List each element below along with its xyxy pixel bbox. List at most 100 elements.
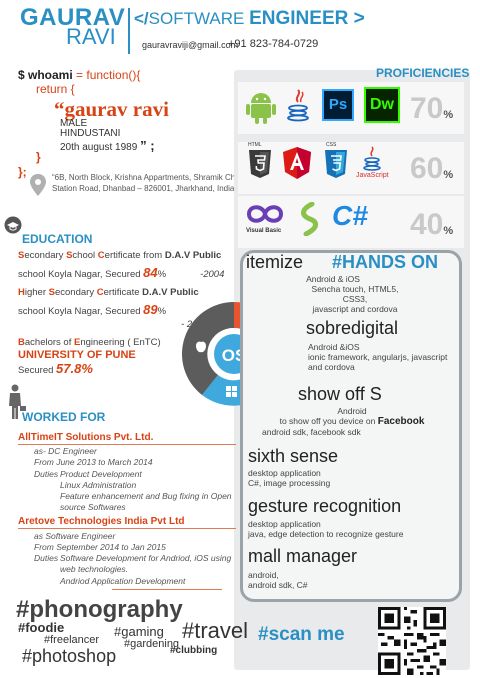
project-sixth-sense: sixth sense	[248, 446, 339, 466]
proficiencies-title: PROFICIENCIES	[376, 66, 470, 80]
cap-letter: C	[96, 287, 104, 298]
detail-line: C#, image processing	[248, 478, 331, 488]
education-item-3-score: Secured 57.8%	[18, 362, 218, 377]
businessman-icon	[9, 384, 26, 419]
code-line-1: $ whoami = function(){	[18, 68, 140, 82]
duties-label: Duties	[34, 553, 59, 563]
school-name: D.A.V Public	[142, 287, 199, 298]
project-showoff-details: Android to show off you device on Facebo…	[262, 406, 442, 437]
sencha-icon	[301, 202, 318, 236]
cap-letter: C	[97, 250, 105, 261]
detail-line: android,	[248, 570, 279, 580]
javascript-label: JavaScript	[356, 172, 389, 179]
code-eq: =	[72, 68, 87, 82]
proficiency-row-1: Ps Dw 70%	[238, 82, 464, 134]
job-title-software: SOFTWARE	[148, 9, 250, 28]
divider	[18, 528, 236, 529]
address: “6B, North Block, Krishna Appartments, S…	[52, 173, 252, 193]
duty-item: source Softwares	[60, 502, 126, 512]
score: 84	[143, 265, 158, 280]
hands-on-title: #HANDS ON	[332, 252, 439, 272]
text: school Koyla Nagar, Secured	[18, 269, 144, 280]
education-item-2-detail: school Koyla Nagar, Secured 89%	[18, 303, 238, 318]
csharp-icon: C#	[332, 200, 368, 231]
visual-basic-label: Visual Basic	[246, 228, 282, 234]
company-2-role: as Software Engineer	[34, 531, 116, 541]
email[interactable]: gauravraviji@gmail.com	[142, 40, 239, 50]
percent-sign: %	[443, 169, 454, 181]
cap-letter: S	[66, 250, 73, 261]
duty-item: Linux Administration	[60, 480, 137, 490]
angularjs-icon	[283, 147, 311, 179]
tag-phonography: #phonography	[16, 596, 183, 623]
javascript-icon	[363, 146, 381, 171]
text: econdary	[24, 250, 67, 261]
code-close-1: }	[36, 150, 41, 164]
tag-clubbing: #clubbing	[170, 645, 218, 656]
detail-line: Android & iOS	[306, 274, 360, 284]
detail-line: ionic framework, angularjs, javascript	[308, 352, 448, 362]
hands-on-panel	[240, 250, 462, 602]
project-showoff: show off S	[298, 384, 382, 404]
score: 57.8%	[56, 361, 93, 376]
code-name: “gaurav ravi	[54, 97, 169, 121]
text: achelors of	[24, 337, 74, 348]
tag-gardening: #gardening	[124, 638, 180, 650]
detail-line: Android	[337, 406, 367, 416]
visual-basic-icon	[246, 205, 284, 223]
pct: %	[157, 269, 167, 280]
tag-travel: #travel	[182, 618, 249, 643]
code-fn: function(){	[86, 68, 141, 82]
code-dob: 20th august 1989 ” ;	[60, 138, 155, 153]
code-origin: HINDUSTANI	[60, 128, 121, 139]
text: school Koyla Nagar, Secured	[18, 306, 144, 317]
tag-foodie: #foodie	[18, 620, 65, 635]
code-bracket: </	[134, 9, 149, 28]
duty-item: Feature enhancement and Bug fixing in Op…	[60, 491, 232, 501]
project-sobredigital: sobredigital	[306, 318, 399, 338]
html5-icon	[249, 150, 271, 178]
percent-value: 70	[410, 92, 444, 125]
company-2-period: From September 2014 to Jan 2015	[34, 542, 166, 552]
java-icon	[287, 89, 309, 122]
education-item-1-title: Secondary School Certificate from D.A.V …	[18, 249, 238, 262]
detail-line: java, edge detection to recognize gestur…	[248, 529, 404, 539]
duty-item: web technologies.	[60, 564, 129, 574]
education-item-1-detail: school Koyla Nagar, Secured 84% -2004	[18, 266, 238, 281]
proficiency-row-3: Visual Basic C# 40%	[238, 196, 464, 248]
code-var: $ whoami	[18, 68, 73, 82]
detail-line: android sdk, facebook sdk	[262, 427, 361, 437]
score: 89	[143, 302, 158, 317]
detail-line: desktop application	[248, 468, 321, 478]
project-gesture-recognition: gesture recognition	[248, 496, 402, 516]
education-item-2-title: Higher Secondary Certificate D.A.V Publi…	[18, 286, 238, 299]
work-title: WORKED FOR	[22, 410, 106, 424]
first-name: GAURAV	[20, 4, 126, 31]
detail-line: and cordova	[308, 362, 355, 372]
detail-line: android sdk, C#	[248, 580, 308, 590]
university-name: UNIVERSITY OF PUNE	[18, 349, 136, 361]
education-item-3: Bachelors of Engineering ( EnTC) UNIVERS…	[18, 336, 218, 377]
company-1-role: as- DC Engineer	[34, 446, 97, 456]
code-gender: MALE	[60, 118, 88, 129]
qr-code[interactable]	[378, 607, 446, 675]
duty-item: Andriod Application Development	[60, 576, 186, 586]
os-segment-apple	[181, 302, 234, 395]
text: ertificate	[103, 287, 143, 298]
percent-value: 60	[410, 152, 444, 185]
code-dob-value: 20th august 1989	[60, 142, 138, 153]
text: econdary	[54, 287, 97, 298]
apple-icon	[196, 341, 206, 353]
divider	[112, 589, 222, 590]
education-item-1: Secondary School Certificate from D.A.V …	[18, 249, 238, 281]
project-sixth-sense-details: desktop application C#, image processing	[248, 468, 330, 488]
code-line-2: return {	[36, 82, 75, 96]
divider	[18, 444, 236, 445]
phone[interactable]: +91 823-784-0729	[228, 38, 319, 50]
text: igher	[24, 287, 49, 298]
text: Secured	[18, 365, 57, 376]
cap-letter: H	[18, 287, 25, 298]
detail-line: Sencha touch, HTML5, CSS3,	[311, 284, 399, 304]
company-2-name: Aretove Technologies India Pvt Ltd	[18, 516, 185, 527]
detail-line: desktop application	[248, 519, 321, 529]
